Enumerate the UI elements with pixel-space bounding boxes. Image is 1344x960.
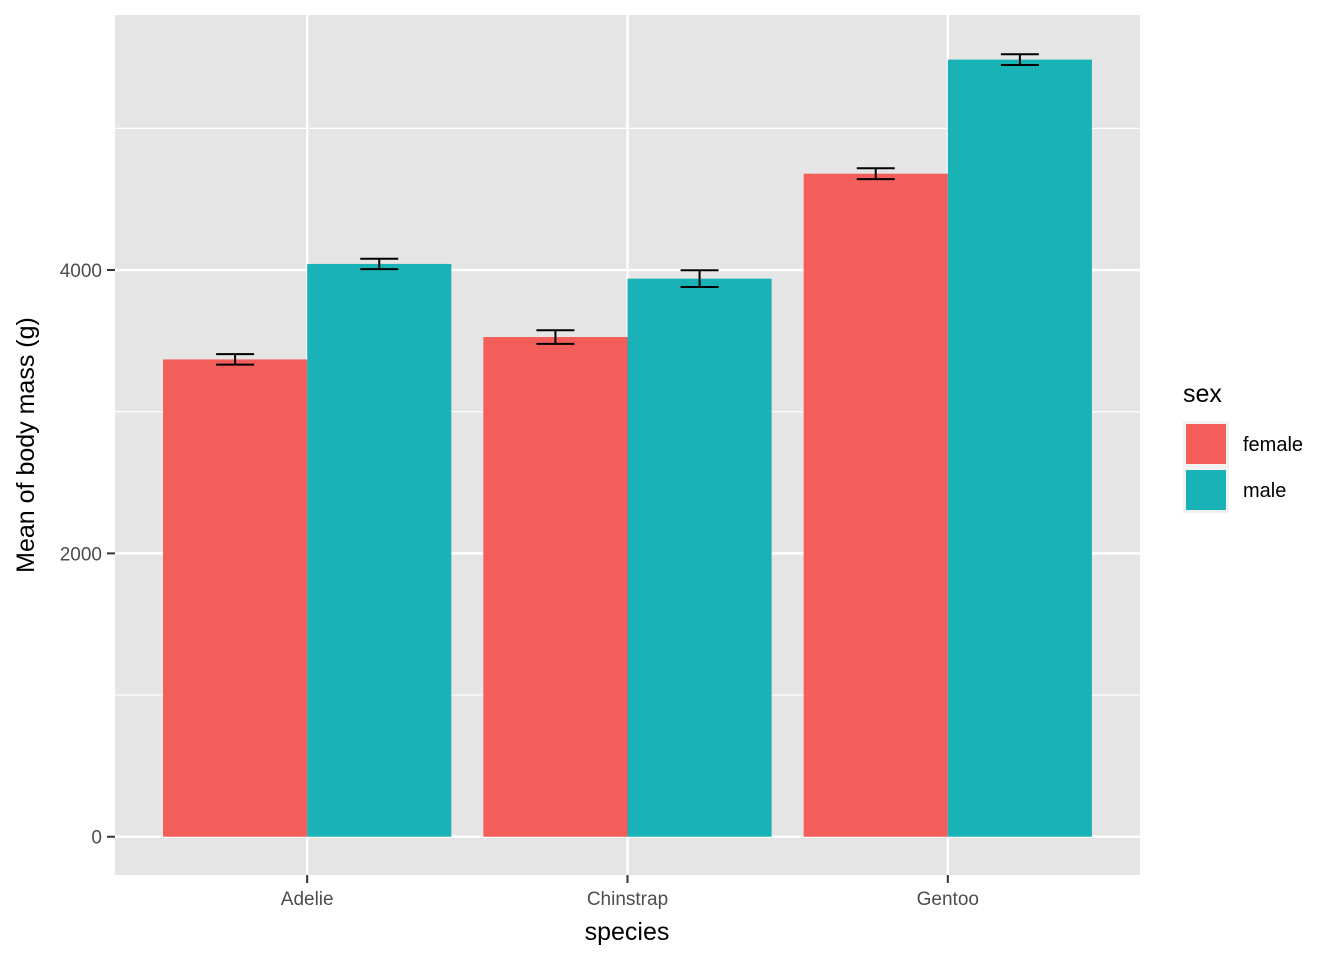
x-tick-label: Adelie [281, 889, 334, 910]
bar-female-chinstrap [483, 337, 628, 837]
legend-keys: female male [1183, 421, 1303, 513]
x-axis-title: species [585, 918, 670, 946]
legend-title: sex [1183, 380, 1222, 408]
legend: sex female male [1183, 380, 1303, 513]
legend-swatch-female [1186, 424, 1226, 464]
legend-swatch-male [1186, 470, 1226, 510]
y-tick-label: 0 [91, 828, 102, 849]
bars [163, 59, 1092, 837]
legend-label-female: female [1243, 434, 1303, 456]
bar-male-gentoo [947, 59, 1092, 837]
error-bars [216, 53, 1039, 366]
y-axis-title: Mean of body mass (g) [12, 317, 40, 573]
bar-male-adelie [307, 263, 452, 837]
x-axis: Adelie Chinstrap Gentoo [281, 875, 979, 910]
bar-male-chinstrap [627, 278, 772, 837]
y-tick-label: 2000 [60, 544, 102, 565]
bar-female-gentoo [803, 173, 948, 837]
bar-female-adelie [163, 359, 308, 837]
x-tick-label: Chinstrap [587, 889, 668, 910]
x-tick-label: Gentoo [917, 889, 979, 910]
y-axis: 0 2000 4000 [60, 261, 115, 849]
y-tick-label: 4000 [60, 261, 102, 282]
legend-label-male: male [1243, 480, 1286, 502]
